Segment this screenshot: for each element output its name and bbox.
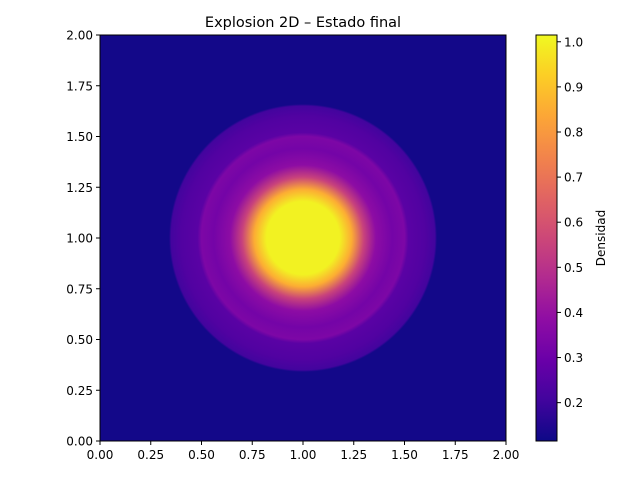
colorbar-tick-label: 0.4 [564,306,583,320]
x-tick-label: 0.50 [188,448,215,462]
colorbar-tick-label: 0.3 [564,351,583,365]
x-tick-label: 1.75 [442,448,469,462]
y-tick-label: 2.00 [66,29,93,43]
y-tick-label: 1.75 [66,79,93,93]
plot-area [99,34,507,442]
x-tick-label: 1.00 [290,448,317,462]
x-tick-label: 1.25 [340,448,367,462]
y-tick-label: 0.25 [66,384,93,398]
colorbar-tick-label: 0.2 [564,396,583,410]
y-tick-label: 0.75 [66,282,93,296]
x-axis: 0.00 0.25 0.50 0.75 1.00 1.25 1.50 1.75 2.00 [87,441,520,462]
y-tick-label: 1.00 [66,232,93,246]
x-tick-label: 0.75 [239,448,266,462]
colorbar-tick-label: 0.8 [564,125,583,139]
y-tick-label: 0.00 [66,435,93,449]
colorbar-tick-label: 0.9 [564,80,583,94]
colorbar-label: Densidad [594,210,608,266]
chart-title: Explosion 2D – Estado final [205,15,401,31]
y-tick-label: 0.50 [66,333,93,347]
colorbar-tick-label: 0.7 [564,171,583,185]
x-tick-label: 1.50 [391,448,418,462]
colorbar: 0.2 0.3 0.4 0.5 0.6 0.7 0.8 0.9 1.0 Densidad [535,34,608,442]
density-field [100,35,506,441]
x-tick-label: 0.25 [137,448,164,462]
x-tick-label: 2.00 [493,448,520,462]
colorbar-tick-label: 0.5 [564,261,583,275]
colorbar-frame [535,34,558,442]
y-tick-label: 1.25 [66,181,93,195]
x-tick-label: 0.00 [87,448,114,462]
colorbar-gradient [536,35,557,441]
colorbar-tick-label: 0.6 [564,216,583,230]
colorbar-tick-label: 1.0 [564,35,583,49]
y-tick-label: 1.50 [66,130,93,144]
y-axis: 0.00 0.25 0.50 0.75 1.00 1.25 1.50 1.75 2.00 [66,29,100,449]
colorbar-ticks: 0.2 0.3 0.4 0.5 0.6 0.7 0.8 0.9 1.0 [557,35,583,410]
